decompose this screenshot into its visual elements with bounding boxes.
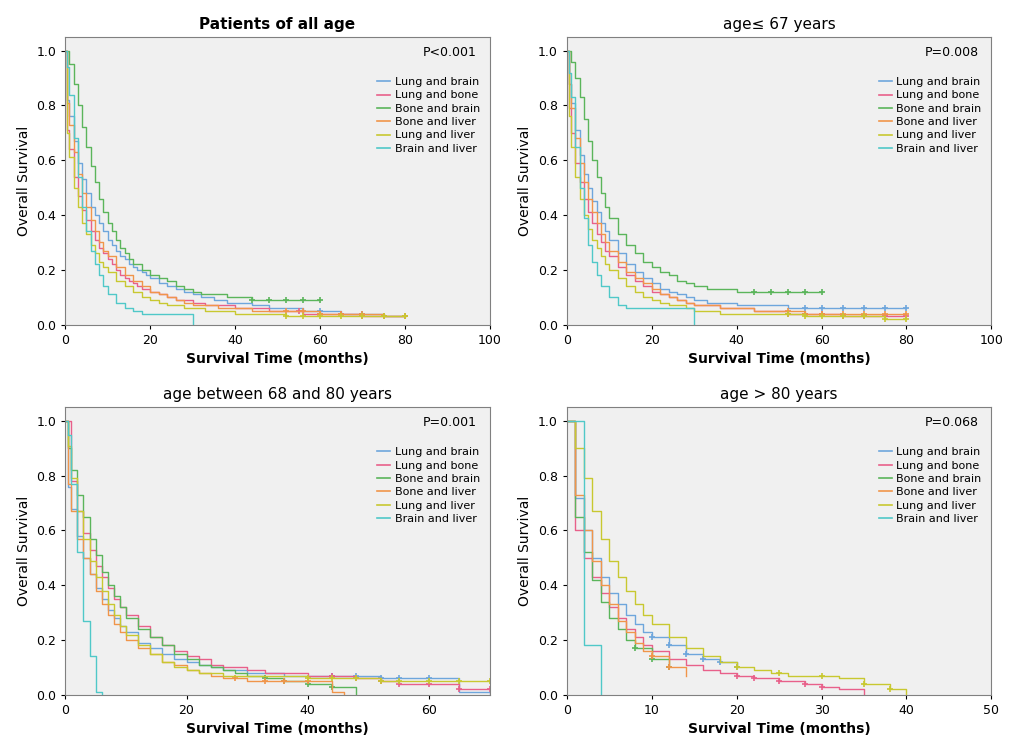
Y-axis label: Overall Survival: Overall Survival [16,126,31,236]
X-axis label: Survival Time (months): Survival Time (months) [687,722,869,736]
Legend: Lung and brain, Lung and bone, Bone and brain, Bone and liver, Lung and liver, B: Lung and brain, Lung and bone, Bone and … [377,447,480,524]
Text: P<0.001: P<0.001 [423,46,477,59]
Title: age between 68 and 80 years: age between 68 and 80 years [163,387,391,402]
Text: P=0.068: P=0.068 [924,416,977,429]
Legend: Lung and brain, Lung and bone, Bone and brain, Bone and liver, Lung and liver, B: Lung and brain, Lung and bone, Bone and … [877,77,980,154]
Text: P=0.008: P=0.008 [923,46,977,59]
Legend: Lung and brain, Lung and bone, Bone and brain, Bone and liver, Lung and liver, B: Lung and brain, Lung and bone, Bone and … [377,77,480,154]
Legend: Lung and brain, Lung and bone, Bone and brain, Bone and liver, Lung and liver, B: Lung and brain, Lung and bone, Bone and … [877,447,980,524]
Text: P=0.001: P=0.001 [423,416,477,429]
Title: Patients of all age: Patients of all age [200,17,356,32]
X-axis label: Survival Time (months): Survival Time (months) [687,352,869,366]
Y-axis label: Overall Survival: Overall Survival [518,496,532,606]
Title: age≤ 67 years: age≤ 67 years [722,17,835,32]
Title: age > 80 years: age > 80 years [719,387,837,402]
X-axis label: Survival Time (months): Survival Time (months) [185,722,369,736]
Y-axis label: Overall Survival: Overall Survival [518,126,532,236]
Y-axis label: Overall Survival: Overall Survival [16,496,31,606]
X-axis label: Survival Time (months): Survival Time (months) [185,352,369,366]
